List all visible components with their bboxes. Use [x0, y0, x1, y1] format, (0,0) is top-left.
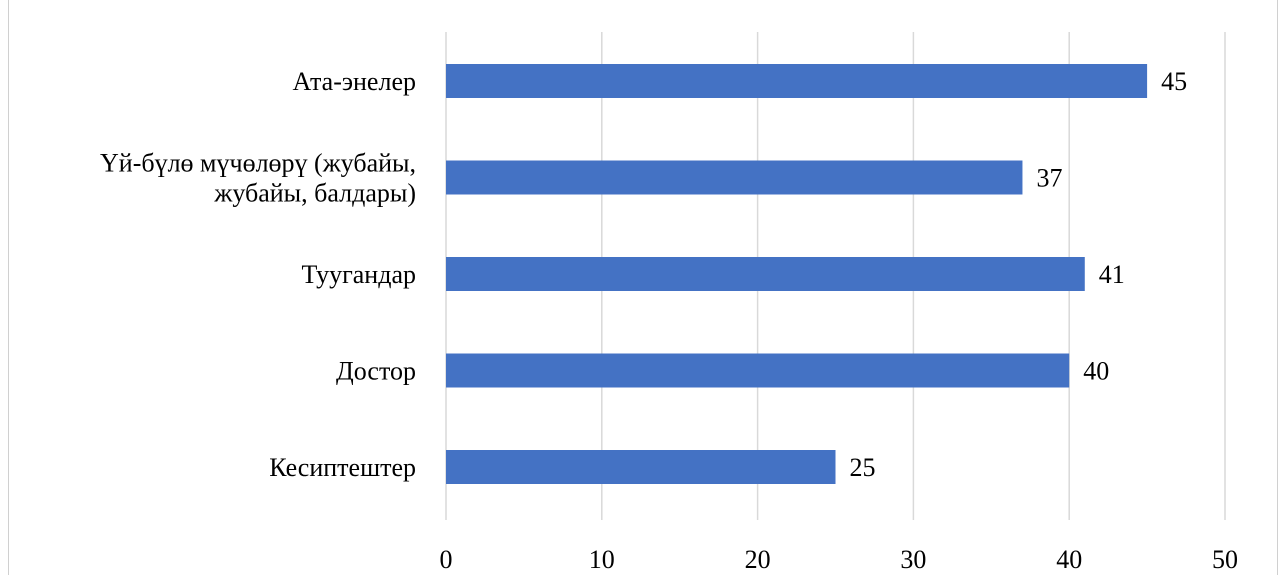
category-label: Үй-бүлө мүчөлөрү (жубайы, — [100, 149, 416, 178]
labels: 0 10 20 30 40 50 45 Ата-энелер 37 Үй-бүлө мүчөлөр… — [100, 67, 1238, 574]
x-tick-label: 20 — [745, 545, 771, 574]
bar — [446, 353, 1070, 388]
data-label: 37 — [1036, 164, 1062, 193]
chart-frame — [8, 0, 1278, 575]
data-label: 25 — [850, 453, 876, 482]
data-label: 41 — [1099, 260, 1125, 289]
x-tick-label: 40 — [1056, 545, 1082, 574]
data-label: 40 — [1083, 357, 1109, 386]
bars — [446, 64, 1148, 484]
bar — [446, 257, 1085, 291]
x-tick-label: 30 — [900, 545, 926, 574]
category-label: Достор — [336, 357, 416, 386]
data-label: 45 — [1161, 67, 1187, 96]
category-label: жубайы, балдары) — [213, 179, 416, 208]
x-tick-label: 50 — [1212, 545, 1238, 574]
x-tick-label: 0 — [440, 545, 453, 574]
bar — [446, 64, 1148, 98]
category-label: Туугандар — [302, 260, 416, 289]
bar — [446, 160, 1023, 195]
x-tick-label: 10 — [589, 545, 615, 574]
bar — [446, 450, 836, 484]
category-label: Кесиптештер — [269, 453, 416, 482]
category-label: Ата-энелер — [293, 67, 417, 96]
